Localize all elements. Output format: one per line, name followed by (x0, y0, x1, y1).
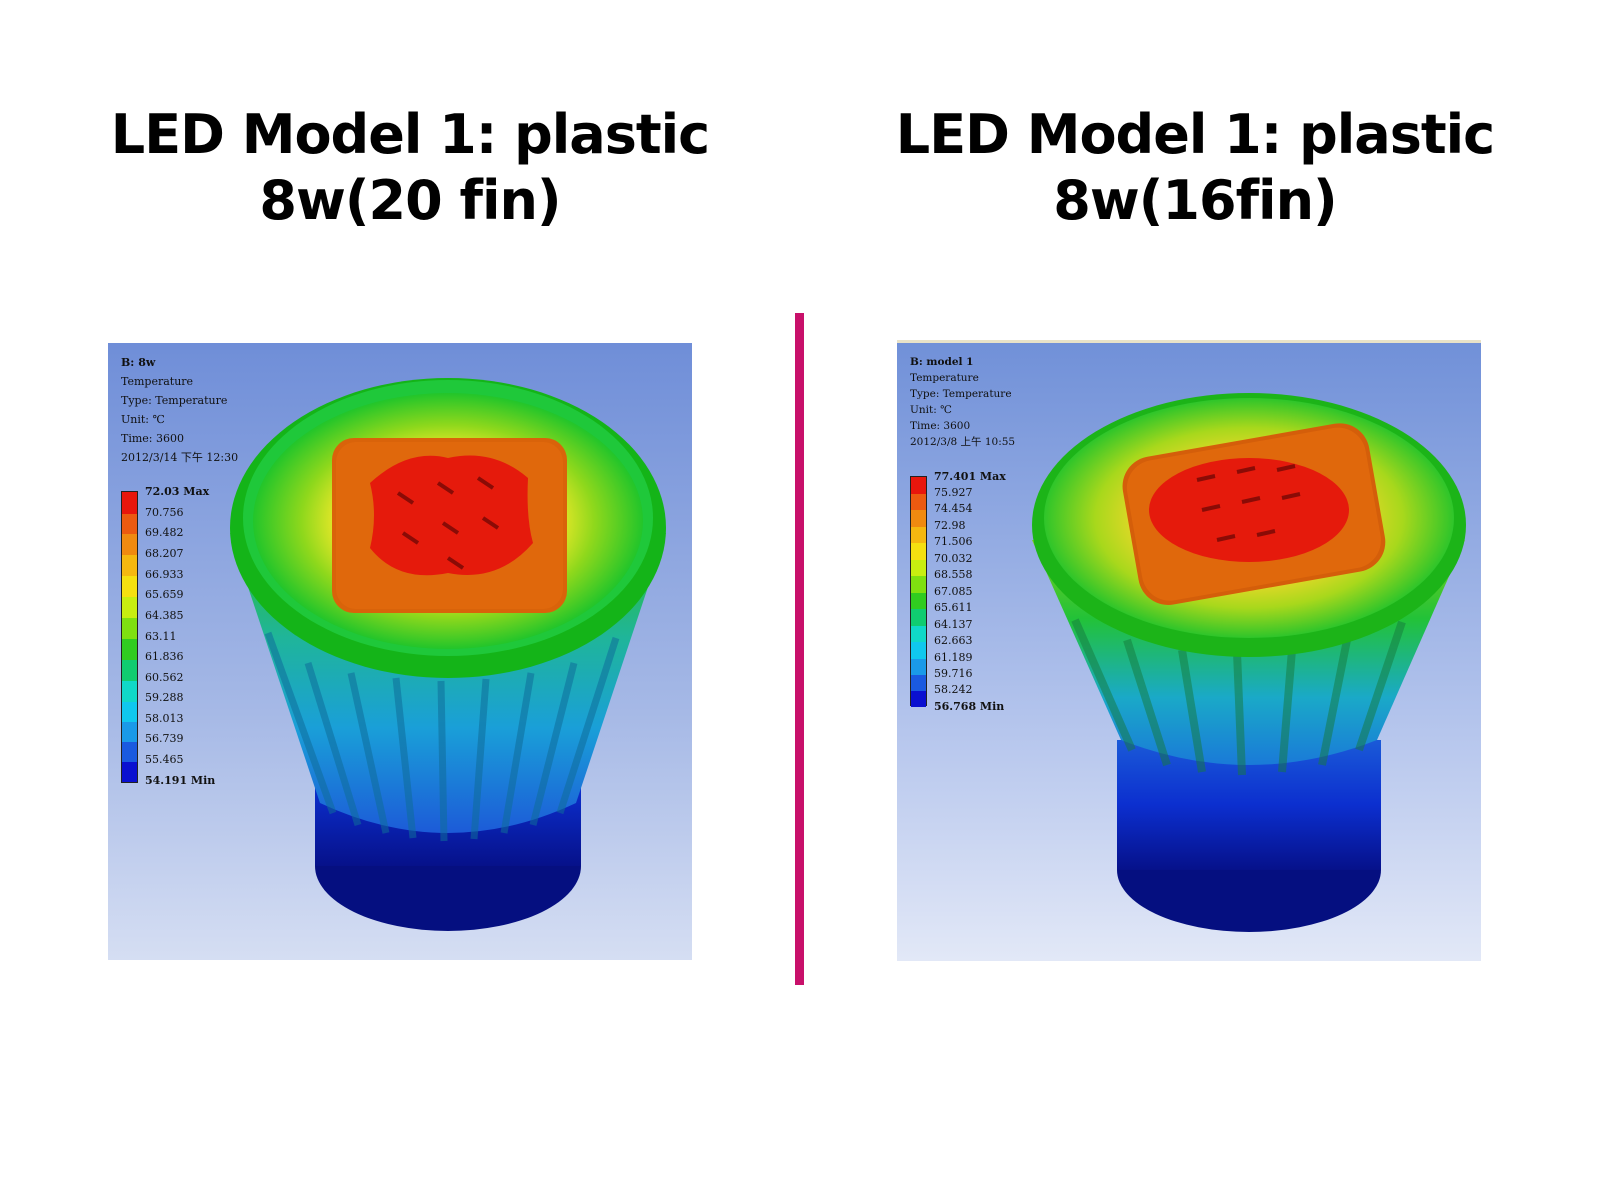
legend-min: 54.191 Min (145, 774, 216, 787)
info-line: Time: 3600 (121, 432, 184, 445)
info-line: Temperature (121, 375, 194, 388)
legend-value: 70.032 (934, 552, 973, 565)
legend-value: 64.385 (145, 609, 184, 622)
legend-value: 59.288 (145, 691, 184, 704)
legend-value: 62.663 (934, 634, 973, 647)
title-right: LED Model 1: plastic 8w(16fin) (845, 102, 1545, 234)
legend-value: 56.739 (145, 732, 184, 745)
info-line: Type: Temperature (910, 388, 1012, 400)
legend-value: 65.659 (145, 588, 184, 601)
legend-value: 67.085 (934, 585, 973, 598)
legend-value: 61.189 (934, 651, 973, 664)
legend-value: 71.506 (934, 535, 973, 548)
info-block-left: B: 8w Temperature Type: Temperature Unit… (121, 353, 238, 467)
legend-value: 65.611 (934, 601, 973, 614)
legend-colorbar (121, 491, 138, 783)
thermal-render-left (108, 343, 692, 960)
legend-max: 77.401 Max (934, 470, 1006, 483)
legend-value: 66.933 (145, 568, 184, 581)
title-right-line2: 8w(16fin) (1053, 169, 1337, 232)
legend-value: 58.242 (934, 683, 973, 696)
info-line: Unit: ℃ (121, 413, 165, 426)
info-title: B: model 1 (910, 356, 974, 368)
legend-value: 75.927 (934, 486, 973, 499)
legend-value: 58.013 (145, 712, 184, 725)
title-left-line2: 8w(20 fin) (259, 169, 561, 232)
legend-value: 60.562 (145, 671, 184, 684)
title-right-line1: LED Model 1: plastic (895, 103, 1495, 166)
info-line: Temperature (910, 372, 979, 384)
thermal-render-right (897, 340, 1481, 961)
legend-value: 68.207 (145, 547, 184, 560)
title-left-line1: LED Model 1: plastic (110, 103, 710, 166)
info-line: 2012/3/8 上午 10:55 (910, 436, 1016, 448)
legend-value: 55.465 (145, 753, 184, 766)
legend-colorbar (910, 476, 927, 707)
title-left: LED Model 1: plastic 8w(20 fin) (60, 102, 760, 234)
legend-value: 69.482 (145, 526, 184, 539)
info-line: 2012/3/14 下午 12:30 (121, 451, 239, 464)
legend-value: 72.98 (934, 519, 966, 532)
legend-value: 70.756 (145, 506, 184, 519)
info-block-right: B: model 1 Temperature Type: Temperature… (910, 354, 1015, 450)
info-title: B: 8w (121, 356, 156, 369)
legend-min: 56.768 Min (934, 700, 1005, 713)
simulation-panel-left: B: 8w Temperature Type: Temperature Unit… (108, 343, 692, 960)
legend-max: 72.03 Max (145, 485, 210, 498)
info-line: Type: Temperature (121, 394, 228, 407)
info-line: Time: 3600 (910, 420, 971, 432)
info-line: Unit: ℃ (910, 404, 952, 416)
legend-value: 59.716 (934, 667, 973, 680)
simulation-panel-right: B: model 1 Temperature Type: Temperature… (897, 340, 1481, 961)
divider-line (795, 313, 804, 985)
legend-value: 68.558 (934, 568, 973, 581)
legend-value: 74.454 (934, 502, 973, 515)
legend-value: 61.836 (145, 650, 184, 663)
legend-value: 64.137 (934, 618, 973, 631)
legend-value: 63.11 (145, 630, 177, 643)
